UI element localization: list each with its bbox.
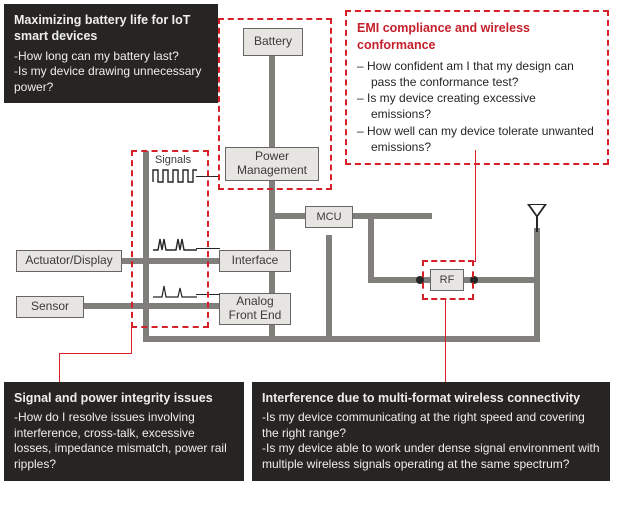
sensor-box: Sensor — [16, 296, 84, 318]
leader-si-v — [59, 353, 60, 382]
redbox-rf — [422, 260, 474, 300]
callout-interf-item-1: -Is my device able to work under dense s… — [262, 441, 600, 472]
leader-emi-h — [473, 261, 476, 262]
mcu-box: MCU — [305, 206, 353, 228]
afe-label: Analog Front End — [229, 295, 282, 323]
callout-battery-item-1: -Is my device drawing unnecessary power? — [14, 64, 208, 95]
afe-box: Analog Front End — [219, 293, 291, 325]
antenna-icon-inner — [530, 205, 544, 215]
callout-interf-item-0: -Is my device communicating at the right… — [262, 410, 600, 441]
bus-h-bottom — [143, 336, 540, 342]
antenna-stem — [536, 216, 538, 232]
callout-battery-item-0: -How long can my battery last? — [14, 49, 208, 65]
leader-emi-v — [475, 150, 476, 262]
interface-box: Interface — [219, 250, 291, 272]
bus-v-antenna — [534, 228, 540, 342]
callout-emi-item-1: Is my device creating excessive emission… — [357, 90, 597, 122]
callout-signal-integrity: Signal and power integrity issues -How d… — [4, 382, 244, 481]
leader-si-h — [59, 353, 132, 354]
actuator-label: Actuator/Display — [25, 254, 112, 268]
callout-emi: EMI compliance and wireless conformance … — [345, 10, 609, 165]
actuator-box: Actuator/Display — [16, 250, 122, 272]
bus-v-mcu-down — [326, 235, 332, 342]
diagram-canvas: Battery Power Management MCU Interface A… — [0, 0, 620, 511]
mcu-label: MCU — [316, 211, 341, 224]
redbox-signals — [131, 150, 209, 328]
callout-si-item-0: -How do I resolve issues involving inter… — [14, 410, 234, 472]
interface-label: Interface — [232, 254, 279, 268]
callout-emi-item-0: How confident am I that my design can pa… — [357, 58, 597, 90]
callout-emi-title: EMI compliance and wireless conformance — [357, 20, 597, 54]
redbox-battery-power — [218, 18, 332, 190]
sensor-label: Sensor — [31, 300, 69, 314]
callout-battery: Maximizing battery life for IoT smart de… — [4, 4, 218, 103]
callout-emi-item-2: How well can my device tolerate unwanted… — [357, 123, 597, 155]
callout-interf-title: Interference due to multi-format wireles… — [262, 390, 600, 406]
leader-si-v2 — [131, 328, 132, 354]
callout-battery-title: Maximizing battery life for IoT smart de… — [14, 12, 208, 45]
bus-v-rf — [368, 216, 374, 280]
callout-interference: Interference due to multi-format wireles… — [252, 382, 610, 481]
callout-si-title: Signal and power integrity issues — [14, 390, 234, 406]
leader-rf-v — [445, 300, 446, 382]
